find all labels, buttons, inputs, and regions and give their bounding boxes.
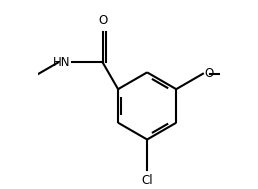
Text: O: O: [98, 14, 107, 27]
Text: HN: HN: [52, 56, 70, 69]
Text: O: O: [205, 67, 214, 80]
Text: Cl: Cl: [141, 174, 153, 187]
